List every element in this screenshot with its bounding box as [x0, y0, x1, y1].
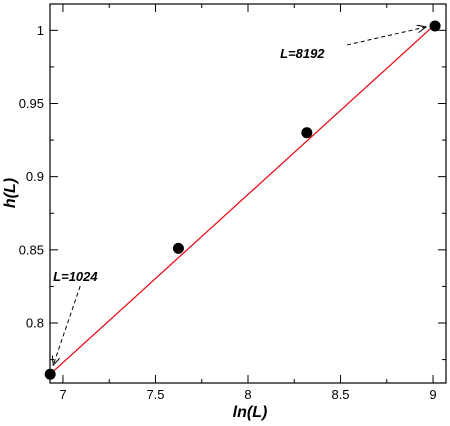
- annotation-label: L=8192: [280, 46, 325, 61]
- y-tick-label: 0.8: [26, 316, 44, 331]
- annotation-arrow: [53, 286, 81, 365]
- data-point: [429, 20, 441, 32]
- y-axis-title: h(L): [2, 178, 19, 208]
- x-tick-label: 8.5: [331, 387, 349, 402]
- fit-line-group: [49, 24, 436, 375]
- fit-line: [49, 24, 436, 375]
- plot-frame: [49, 3, 447, 384]
- data-point: [44, 368, 56, 380]
- annotation-label: L=1024: [53, 269, 98, 284]
- data-points: [44, 20, 441, 380]
- x-tick-label: 7.5: [146, 387, 164, 402]
- x-tick-label: 7: [59, 387, 66, 402]
- x-tick-label: 8: [244, 387, 251, 402]
- y-tick-label: 0.85: [19, 242, 44, 257]
- x-tick-labels: 7 7.5 8 8.5 9: [59, 387, 436, 402]
- y-tick-label: 0.9: [26, 169, 44, 184]
- annotation-arrow: [346, 27, 426, 46]
- data-point: [301, 127, 313, 139]
- x-tick-label: 9: [429, 387, 436, 402]
- y-tick-labels: 0.8 0.85 0.9 0.95 1: [19, 23, 44, 331]
- data-point: [172, 242, 184, 254]
- y-tick-label: 1: [37, 23, 44, 38]
- annotations: L=1024 L=8192: [53, 27, 426, 365]
- axis-ticks: [50, 4, 446, 383]
- x-axis-title: ln(L): [233, 404, 268, 421]
- y-tick-label: 0.95: [19, 96, 44, 111]
